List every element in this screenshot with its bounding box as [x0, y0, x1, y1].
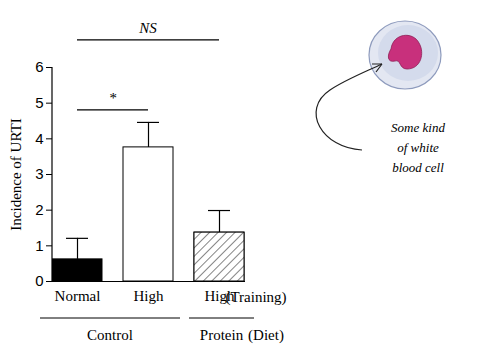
svg-text:4: 4 [35, 130, 43, 147]
svg-text:of white: of white [397, 140, 439, 155]
svg-text:(Diet): (Diet) [248, 327, 284, 344]
svg-text:Incidence of URTI: Incidence of URTI [8, 118, 24, 230]
svg-text:*: * [109, 90, 117, 106]
svg-text:1: 1 [35, 237, 43, 254]
svg-text:Some kind: Some kind [391, 120, 445, 135]
svg-text:Control: Control [87, 327, 133, 343]
svg-text:6: 6 [35, 58, 43, 75]
svg-text:NS: NS [138, 20, 157, 36]
svg-text:High: High [134, 288, 165, 304]
svg-text:5: 5 [35, 94, 43, 111]
svg-text:Normal: Normal [55, 288, 101, 304]
svg-text:Protein: Protein [200, 327, 244, 343]
svg-text:3: 3 [35, 165, 43, 182]
svg-text:(Training): (Training) [225, 289, 286, 306]
svg-text:blood cell: blood cell [392, 160, 444, 175]
svg-text:2: 2 [35, 201, 43, 218]
svg-text:0: 0 [35, 272, 43, 289]
svg-text:High: High [204, 288, 235, 305]
